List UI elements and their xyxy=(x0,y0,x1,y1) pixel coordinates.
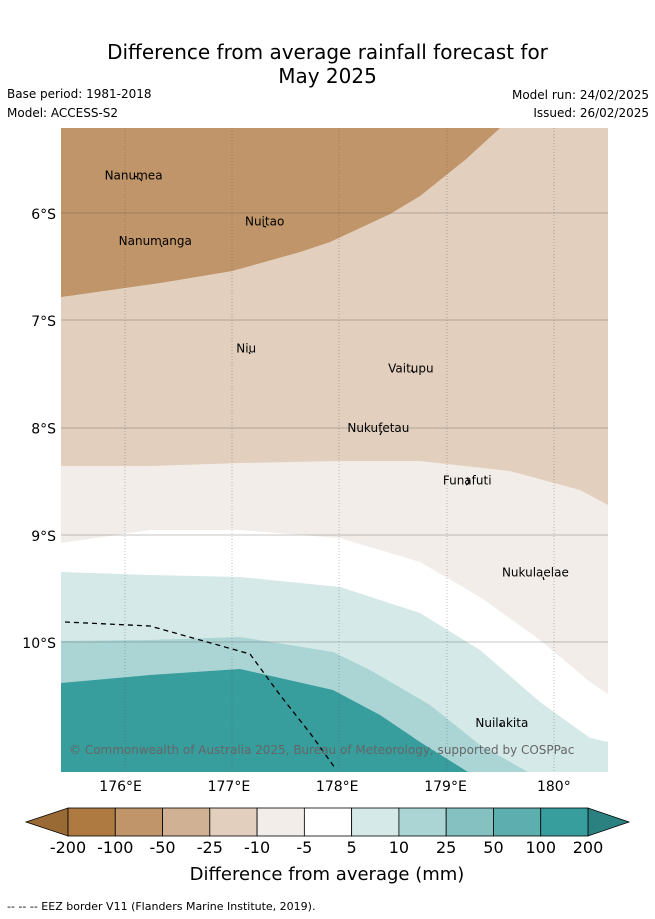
lon-tick-label: 180° xyxy=(537,779,571,795)
colorbar-tick-label: -5 xyxy=(296,838,312,857)
colorbar-tick-label: -25 xyxy=(197,838,223,857)
lon-tick-label: 179°E xyxy=(424,779,467,795)
lat-tick-label: 10°S xyxy=(22,636,56,652)
island-marks xyxy=(133,175,545,726)
colorbar-tick-label: -10 xyxy=(244,838,270,857)
colorbar xyxy=(24,807,631,837)
place-label-nuitao: Nuitao xyxy=(245,215,284,229)
colorbar-swatch xyxy=(351,807,400,837)
lon-tick-label: 177°E xyxy=(208,779,251,795)
colorbar-swatch xyxy=(445,807,494,837)
colorbar-swatch xyxy=(162,807,211,837)
place-label-vaitupu: Vaitupu xyxy=(388,362,434,376)
colorbar-tick-label: 25 xyxy=(436,838,456,857)
colorbar-swatch xyxy=(67,807,116,837)
model-label: Model: ACCESS-S2 xyxy=(7,106,119,120)
latitude-tick-labels: 6°S 7°S 8°S 9°S 10°S xyxy=(22,207,56,652)
lat-tick-label: 7°S xyxy=(31,314,56,330)
place-label-nuilakita: Nuilakita xyxy=(475,716,528,730)
colorbar-tick-label: 50 xyxy=(483,838,503,857)
colorbar-tick-label: 200 xyxy=(573,838,604,857)
lat-tick-label: 6°S xyxy=(31,207,56,223)
colorbar-swatch xyxy=(493,807,542,837)
issued-label: Issued: 26/02/2025 xyxy=(533,106,649,120)
colorbar-swatch xyxy=(209,807,258,837)
eez-border-line xyxy=(64,621,336,769)
colorbar-tick-label: -100 xyxy=(97,838,133,857)
lat-tick-label: 9°S xyxy=(31,529,56,545)
base-period-label: Base period: 1981-2018 xyxy=(7,87,152,101)
place-label-funafuti: Funafuti xyxy=(443,473,492,487)
map-title: Difference from average rainfall forecas… xyxy=(0,40,655,88)
title-line-1: Difference from average rainfall forecas… xyxy=(107,40,548,64)
lat-tick-label: 8°S xyxy=(31,422,56,438)
place-label-nanumea: Nanumea xyxy=(105,169,163,183)
colorbar-tick-label: -200 xyxy=(50,838,86,857)
rainfall-contours: Nanumea Nuitao Nanumanga Niu Vaitupu Nukufeta… xyxy=(61,128,608,772)
colorbar-swatch xyxy=(398,807,447,837)
colorbar-swatch xyxy=(114,807,163,837)
colorbar-tick-labels: -200 -100 -50 -25 -10 -5 5 10 25 50 100 200 xyxy=(50,838,603,857)
graticule xyxy=(61,128,608,772)
colorbar-swatch xyxy=(256,807,305,837)
colorbar-swatch xyxy=(303,807,353,837)
colorbar-tick-label: 100 xyxy=(525,838,556,857)
colorbar-tick-label: 5 xyxy=(347,838,357,857)
lon-tick-label: 178°E xyxy=(316,779,359,795)
colorbar-under-arrow xyxy=(24,807,69,837)
lon-tick-label: 176°E xyxy=(99,779,142,795)
place-label-nukulaelae: Nukulaelae xyxy=(502,566,569,580)
eez-footnote: -- -- -- EEZ border V11 (Flanders Marine… xyxy=(7,900,316,913)
place-labels: Nanumea Nuitao Nanumanga Niu Vaitupu Nukufeta… xyxy=(105,169,569,730)
place-label-nukufetau: Nukufetau xyxy=(347,421,409,435)
model-run-label: Model run: 24/02/2025 xyxy=(511,88,649,102)
place-label-niu: Niu xyxy=(236,341,256,355)
band-minus100-minus50 xyxy=(61,128,500,297)
colorbar-title: Difference from average (mm) xyxy=(190,864,465,885)
colorbar-tick-label: 10 xyxy=(389,838,409,857)
copyright-notice: © Commonwealth of Australia 2025, Bureau… xyxy=(69,743,574,757)
colorbar-tick-label: -50 xyxy=(149,838,175,857)
colorbar-over-arrow xyxy=(587,807,631,837)
place-label-nanumanga: Nanumanga xyxy=(119,234,192,248)
colorbar-swatch xyxy=(540,807,589,837)
longitude-tick-labels: 176°E 177°E 178°E 179°E 180° xyxy=(99,779,570,795)
title-line-2: May 2025 xyxy=(278,64,377,88)
